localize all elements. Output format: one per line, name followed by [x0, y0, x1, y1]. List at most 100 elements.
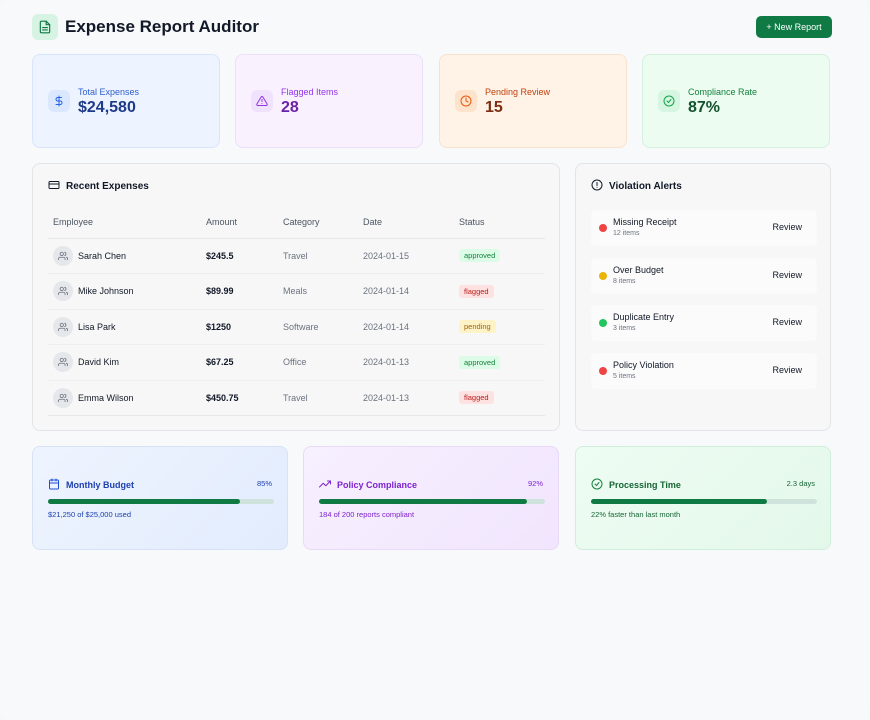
panel-header: Recent Expenses — [48, 179, 149, 194]
date-cell: 2024-01-14 — [358, 309, 454, 345]
table-row[interactable]: Lisa Park $1250 Software 2024-01-14 pending — [48, 309, 545, 345]
status-dot — [599, 271, 607, 280]
employee-name: Emma Wilson — [78, 392, 134, 403]
stat-value: 87% — [688, 99, 721, 116]
table-row[interactable]: Mike Johnson $89.99 Meals 2024-01-14 flagged — [48, 273, 545, 310]
credit-card-icon — [48, 179, 60, 194]
status-cell: pending — [454, 309, 545, 345]
category-cell: Travel — [278, 380, 358, 416]
column-header: Amount — [201, 214, 278, 239]
warning-icon — [251, 90, 273, 112]
employee-cell: David Kim — [48, 344, 201, 381]
alert-item: Missing Receipt 12 items Review — [591, 210, 817, 246]
card-title-text: Processing Time — [609, 480, 681, 490]
stat-card-flagged-items: Flagged Items 28 — [235, 54, 423, 148]
employee-cell: Sarah Chen — [48, 238, 201, 274]
document-icon — [32, 14, 58, 40]
stat-value: $24,580 — [78, 99, 136, 116]
alert-name: Policy Violation — [613, 359, 674, 370]
status-badge: pending — [459, 320, 496, 334]
status-cell: flagged — [454, 380, 545, 416]
card-value: 85% — [256, 479, 272, 488]
violation-alerts-panel: Violation Alerts Missing Receipt 12 items… — [575, 163, 831, 431]
card-title: Monthly Budget — [48, 478, 134, 492]
table-row[interactable]: David Kim $67.25 Office 2024-01-13 approved — [48, 344, 545, 381]
stat-label: Total Expenses — [78, 87, 140, 97]
column-header: Status — [454, 214, 545, 239]
recent-expenses-panel: Recent Expenses Employee Amount Category… — [32, 163, 560, 431]
stat-card-total-expenses: Total Expenses $24,580 — [32, 54, 220, 148]
stat-value: 15 — [485, 99, 503, 116]
column-header: Category — [278, 214, 358, 239]
progress-fill — [319, 499, 527, 504]
date-cell: 2024-01-13 — [358, 380, 454, 416]
users-icon — [53, 281, 73, 302]
amount-cell: $1250 — [201, 309, 278, 345]
amount-cell: $450.75 — [201, 380, 278, 416]
employee-cell: Lisa Park — [48, 309, 201, 345]
alert-count: 8 items — [613, 277, 636, 285]
check-circle-icon — [658, 90, 680, 112]
status-cell: approved — [454, 344, 545, 381]
calendar-icon — [48, 478, 60, 492]
alert-name: Duplicate Entry — [613, 312, 675, 322]
status-cell: approved — [454, 238, 545, 274]
card-subtext: 22% faster than last month — [591, 510, 681, 519]
users-icon — [53, 245, 73, 266]
status-cell: flagged — [454, 273, 545, 310]
card-title-text: Monthly Budget — [66, 480, 134, 490]
stat-label: Flagged Items — [281, 87, 339, 97]
expenses-table: Employee Amount Category Date Status Sar… — [48, 214, 545, 416]
dollar-icon — [48, 90, 70, 112]
column-header: Employee — [48, 214, 201, 239]
stat-label: Compliance Rate — [688, 87, 758, 97]
employee-cell: Emma Wilson — [48, 380, 201, 416]
card-title-text: Policy Compliance — [337, 480, 418, 490]
users-icon — [53, 352, 73, 373]
status-badge: flagged — [459, 391, 494, 405]
amount-cell: $89.99 — [201, 273, 278, 310]
page-title: Expense Report Auditor — [65, 17, 259, 36]
category-cell: Office — [278, 344, 358, 381]
alert-name: Over Budget — [613, 264, 664, 275]
users-icon — [53, 387, 73, 408]
alert-circle-icon — [591, 179, 603, 194]
review-button[interactable]: Review — [772, 269, 802, 280]
alert-count: 5 items — [613, 372, 636, 380]
card-subtext: 184 of 200 reports compliant — [319, 510, 415, 519]
employee-name: Lisa Park — [78, 321, 116, 332]
header: Expense Report Auditor + New Report — [32, 14, 832, 40]
table-row[interactable]: Sarah Chen $245.5 Travel 2024-01-15 approved — [48, 238, 545, 274]
card-title: Processing Time — [591, 478, 681, 492]
panel-title: Violation Alerts — [609, 181, 682, 192]
progress-bar — [48, 499, 274, 504]
review-button[interactable]: Review — [772, 222, 802, 232]
progress-bar — [319, 499, 545, 504]
date-cell: 2024-01-13 — [358, 344, 454, 381]
employee-name: Sarah Chen — [78, 250, 127, 261]
category-cell: Software — [278, 309, 358, 345]
clock-icon — [455, 90, 477, 112]
panel-title: Recent Expenses — [66, 181, 149, 192]
column-header: Date — [358, 214, 454, 239]
table-row[interactable]: Emma Wilson $450.75 Travel 2024-01-13 flagge… — [48, 380, 545, 416]
status-dot — [599, 224, 607, 232]
progress-fill — [591, 499, 768, 504]
stat-card-pending-review: Pending Review 15 — [439, 54, 627, 148]
review-button[interactable]: Review — [772, 364, 802, 375]
policy-compliance-card: Policy Compliance 92% 184 of 200 reports… — [303, 446, 559, 550]
new-report-button[interactable]: + New Report — [756, 16, 832, 38]
status-dot — [599, 319, 607, 327]
status-dot — [599, 366, 607, 375]
alert-item: Policy Violation 5 items Review — [591, 352, 817, 389]
card-value: 92% — [527, 479, 543, 488]
review-button[interactable]: Review — [772, 317, 802, 327]
date-cell: 2024-01-14 — [358, 273, 454, 310]
panel-header: Violation Alerts — [591, 179, 682, 194]
status-badge: flagged — [459, 284, 494, 298]
trending-up-icon — [319, 478, 331, 492]
employee-name: Mike Johnson — [78, 286, 134, 297]
table-header-row: Employee Amount Category Date Status — [48, 214, 545, 239]
category-cell: Travel — [278, 238, 358, 274]
